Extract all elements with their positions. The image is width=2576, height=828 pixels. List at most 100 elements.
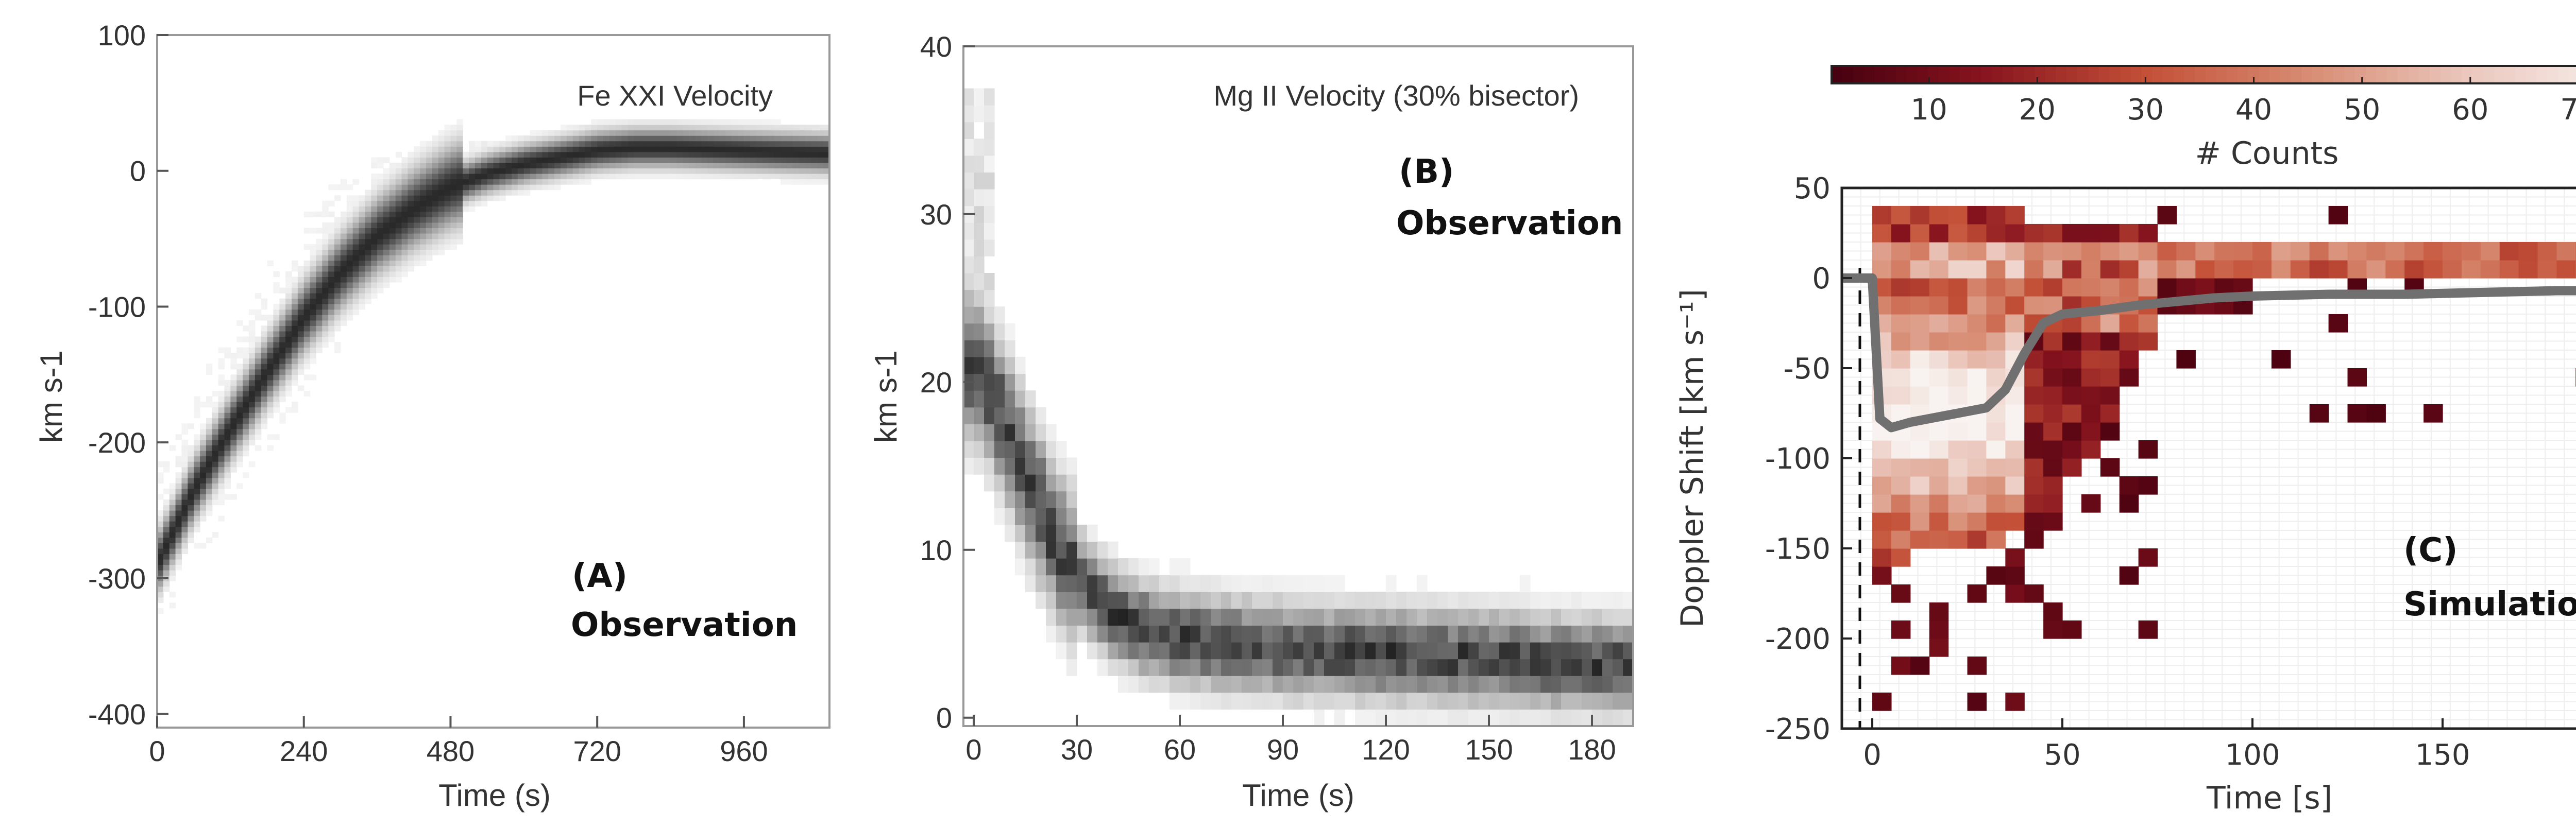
heatmap-cell <box>1324 625 1335 643</box>
heatmap-cell <box>316 277 323 283</box>
heatmap-cell <box>1108 592 1118 609</box>
heatmap-cell <box>438 244 445 250</box>
heatmap-cell <box>377 271 384 278</box>
heatmap-cell <box>2214 242 2234 261</box>
heatmap-cell <box>725 162 732 169</box>
heatmap-cell <box>236 418 243 424</box>
heatmap-cell <box>652 157 659 163</box>
heatmap-cell <box>352 233 360 239</box>
heatmap-cell <box>1046 474 1057 492</box>
heatmap-cell <box>640 135 647 142</box>
heatmap-cell <box>817 174 824 180</box>
heatmap-cell <box>371 277 378 283</box>
heatmap-cell <box>316 228 323 234</box>
colorbar-segment <box>2440 66 2452 83</box>
heatmap-cell <box>340 255 347 261</box>
heatmap-cell <box>1910 440 1930 459</box>
heatmap-cell <box>218 380 225 386</box>
heatmap-cell <box>713 130 720 136</box>
heatmap-cell <box>963 457 974 475</box>
heatmap-cell <box>346 184 353 191</box>
heatmap-cell <box>444 146 451 152</box>
heatmap-cell <box>1345 692 1355 710</box>
heatmap-cell <box>218 445 225 451</box>
heatmap-cell <box>340 309 347 315</box>
heatmap-cell <box>444 195 451 201</box>
heatmap-cell <box>1582 692 1592 710</box>
heatmap-cell <box>811 162 818 169</box>
heatmap-cell <box>1891 224 1911 243</box>
heatmap-cell <box>267 369 274 375</box>
heatmap-cell <box>566 125 573 131</box>
heatmap-cell <box>1458 625 1469 643</box>
heatmap-cell <box>346 233 353 239</box>
heatmap-cell <box>1891 206 1911 225</box>
heatmap-cell <box>1551 625 1562 643</box>
heatmap-cell <box>1211 676 1222 693</box>
colorbar-segment <box>1832 66 1843 83</box>
colorbar-segment <box>2280 66 2292 83</box>
heatmap-cell <box>426 233 433 239</box>
heatmap-cell <box>517 146 524 152</box>
heatmap-cell <box>1293 592 1304 609</box>
heatmap-cell <box>188 472 194 478</box>
heatmap-cell <box>279 347 286 353</box>
heatmap-cell <box>2366 404 2386 423</box>
heatmap-cell <box>707 135 714 142</box>
heatmap-cell <box>206 418 213 424</box>
heatmap-cell <box>579 174 586 180</box>
heatmap-cell <box>984 239 995 257</box>
heatmap-cell <box>634 119 640 125</box>
heatmap-cell <box>670 119 677 125</box>
heatmap-cell <box>1025 524 1036 542</box>
heatmap-cell <box>334 298 341 304</box>
heatmap-cell <box>273 287 280 294</box>
heatmap-cell <box>1046 508 1057 525</box>
heatmap-cell <box>236 347 243 353</box>
heatmap-cell <box>328 200 335 206</box>
heatmap-cell <box>2081 368 2101 387</box>
heatmap-cell <box>823 135 830 142</box>
heatmap-cell <box>365 238 371 245</box>
heatmap-cell <box>603 135 610 142</box>
heatmap-cell <box>401 233 409 239</box>
heatmap-cell <box>1386 692 1397 710</box>
heatmap-cell <box>426 146 433 152</box>
heatmap-cell <box>689 141 696 147</box>
heatmap-cell <box>505 151 512 158</box>
heatmap-cell <box>1479 709 1489 727</box>
heatmap-cell <box>1015 390 1026 408</box>
heatmap-cell <box>1910 314 1930 333</box>
heatmap-cell <box>175 559 182 565</box>
heatmap-cell <box>536 184 543 191</box>
heatmap-cell <box>463 162 469 169</box>
heatmap-cell <box>1046 625 1057 643</box>
heatmap-cell <box>750 151 757 158</box>
heatmap-cell <box>781 141 787 147</box>
heatmap-cell <box>591 130 598 136</box>
heatmap-cell <box>1252 592 1263 609</box>
heatmap-cell <box>395 260 402 266</box>
heatmap-cell <box>438 233 445 239</box>
heatmap-cell <box>725 125 732 131</box>
heatmap-cell <box>255 445 262 451</box>
heatmap-cell <box>640 151 647 158</box>
heatmap-cell <box>1386 676 1397 693</box>
heatmap-cell <box>267 364 274 370</box>
heatmap-cell <box>713 135 720 142</box>
heatmap-cell <box>352 271 360 278</box>
heatmap-cell <box>805 141 812 147</box>
heatmap-cell <box>224 467 231 473</box>
heatmap-cell <box>292 293 298 299</box>
heatmap-cell <box>1417 625 1428 643</box>
heatmap-cell <box>212 428 219 435</box>
heatmap-cell <box>984 373 995 391</box>
heatmap-cell <box>1891 440 1911 459</box>
heatmap-cell <box>1406 676 1417 693</box>
heatmap-cell <box>340 320 347 326</box>
heatmap-cell <box>469 157 476 163</box>
heatmap-cell <box>334 195 341 201</box>
heatmap-cell <box>579 151 586 158</box>
heatmap-cell <box>248 353 256 359</box>
heatmap-cell <box>1948 296 1968 315</box>
